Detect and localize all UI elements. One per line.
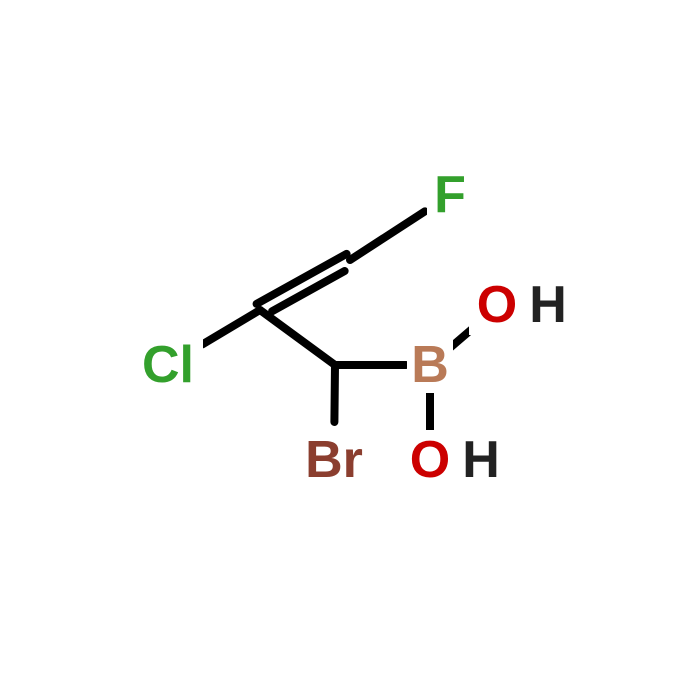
atom-B: B — [411, 336, 449, 394]
bond-C3-Br — [334, 365, 335, 422]
bond-C2-Cl — [202, 310, 260, 344]
bond-C2-C3 — [260, 310, 335, 365]
oh-o-1: O — [410, 431, 450, 489]
oh-h-0: H — [529, 276, 567, 334]
molecule-diagram: FClBrBOHOH — [0, 0, 700, 700]
oh-h-1: H — [462, 431, 500, 489]
atom-Br: Br — [305, 431, 363, 489]
bond-C1-F — [350, 211, 425, 260]
atom-F: F — [434, 166, 466, 224]
atom-Cl: Cl — [142, 336, 194, 394]
oh-o-0: O — [477, 276, 517, 334]
